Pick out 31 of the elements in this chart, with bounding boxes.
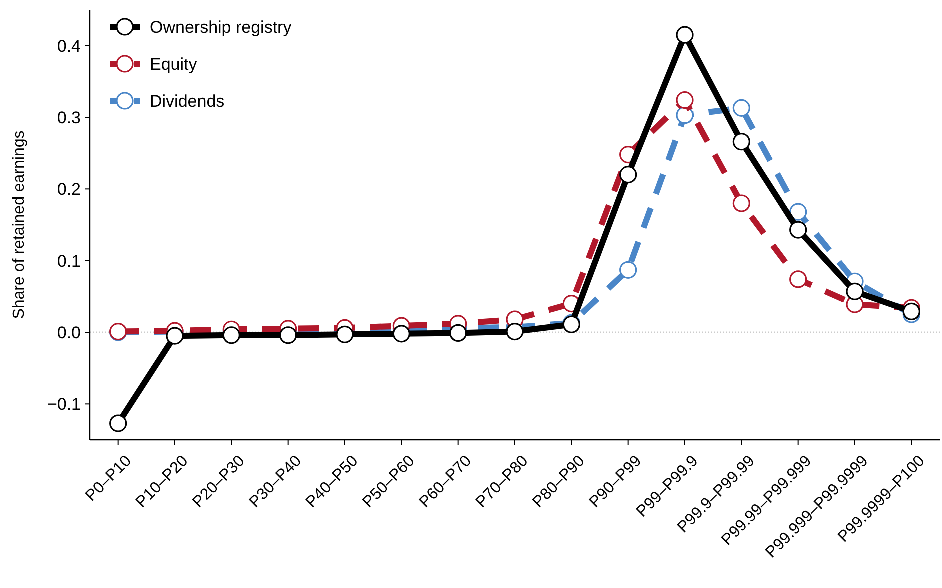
y-tick-label: 0.3 (57, 108, 81, 128)
y-tick-label: −0.1 (47, 395, 81, 414)
point (790, 270, 808, 288)
point (902, 302, 920, 321)
legend-label: Equity (150, 54, 198, 74)
point (166, 327, 184, 345)
point (280, 326, 298, 344)
point (732, 194, 750, 212)
y-tick-label: 0.0 (57, 323, 81, 342)
point (676, 92, 694, 110)
legend-label: Ownership registry (150, 18, 292, 37)
y-tick-label: 0.2 (57, 180, 81, 200)
point (336, 326, 354, 344)
point (732, 99, 750, 117)
point (790, 221, 808, 239)
point (110, 414, 128, 432)
point (620, 261, 638, 279)
point (676, 26, 694, 44)
point (676, 106, 694, 124)
point (732, 133, 750, 151)
point (222, 326, 240, 344)
point (846, 282, 864, 300)
y-tick-label: 0.1 (57, 252, 81, 271)
point (620, 166, 638, 184)
y-axis-title: Share of retained earnings (11, 130, 28, 320)
point (450, 324, 468, 342)
point (790, 203, 808, 221)
legend-label: Dividends (150, 92, 225, 111)
point (392, 325, 410, 343)
y-tick-label: 0.4 (57, 36, 81, 56)
point (506, 322, 524, 341)
